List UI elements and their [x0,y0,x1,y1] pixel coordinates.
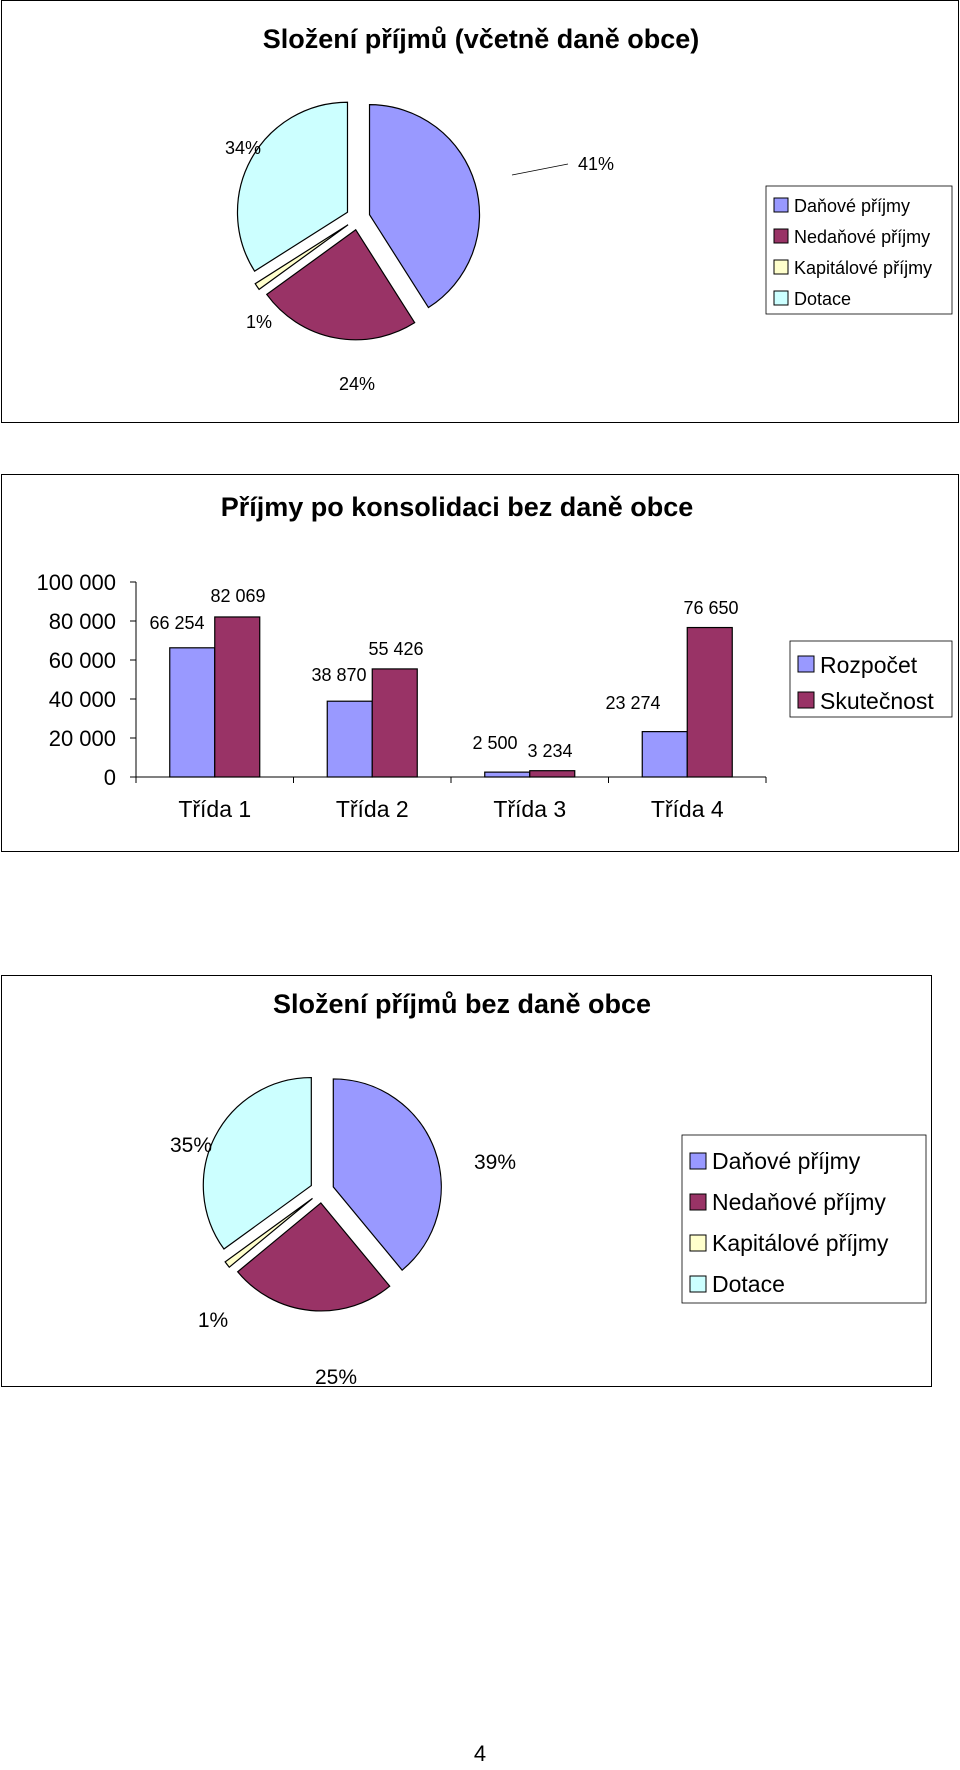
pie-slice-neda-ov-p-jmy [265,228,416,341]
legend-label: Daňové příjmy [794,196,910,216]
category-label: Třída 1 [178,796,251,822]
bar-data-label: 76 650 [683,598,738,618]
y-tick-label: 20 000 [49,726,116,751]
legend-box [681,1134,927,1304]
legend-swatch [773,197,789,213]
legend-box [765,185,953,315]
bar-data-label: 66 254 [149,613,204,633]
chart-title: Složení příjmů (včetně daně obce) [263,24,700,54]
pie-chart-panel-2: Složení příjmů bez daně obce 39% 25% 1% 35% D… [1,975,932,1389]
legend-label: Rozpočet [820,652,918,678]
bar-skutečnost-3 [529,770,576,778]
y-tick-label: 40 000 [49,687,116,712]
legend-swatch [689,1234,707,1252]
legend-label: Nedaňové příjmy [794,227,930,247]
page-number: 4 [473,1741,487,1766]
bar-data-label: 38 870 [311,665,366,685]
pie-slice-da-ov-p-jmy [368,104,481,309]
category-label: Třída 4 [651,796,724,822]
bar-rozpočet-1 [169,647,216,778]
pie-value-label: 34% [225,138,261,158]
chart-title: Složení příjmů bez daně obce [273,989,651,1019]
legend-label: Kapitálové příjmy [712,1230,889,1256]
pie-slice-kapit-lov-p-jmy [224,1197,313,1269]
bar-skutečnost-1 [214,616,261,778]
bar-rozpočet-2 [326,700,373,778]
pie-slice-dotace [236,101,349,272]
legend-swatch [773,259,789,275]
y-tick-label: 0 [104,765,116,790]
bar-data-label: 82 069 [210,586,265,606]
pie-chart-2: Složení příjmů bez daně obce 39% 25% 1% 35% D… [170,989,927,1389]
category-label: Třída 3 [493,796,566,822]
legend-swatch [797,691,815,709]
pie-slice-kapit-lov-p-jmy [254,224,349,291]
bar-skutečnost-4 [686,626,733,778]
bar-chart: Příjmy po konsolidaci bez daně obce 0 20 0… [36,492,953,822]
legend-label: Daňové příjmy [712,1148,861,1174]
y-tick-label: 80 000 [49,609,116,634]
legend-swatch [689,1193,707,1211]
pie-value-label: 35% [170,1134,212,1157]
pie-value-label: 1% [246,312,272,332]
legend-label: Kapitálové příjmy [794,258,932,278]
legend-label: Dotace [794,289,851,309]
chart-title: Příjmy po konsolidaci bez daně obce [221,492,694,522]
bar-data-label: 3 234 [527,741,572,761]
pie-value-label: 41% [578,154,614,174]
bar-rozpočet-4 [641,731,688,778]
pie-value-label: 24% [339,374,375,394]
legend-swatch [773,290,789,306]
pie-value-label: 25% [315,1366,357,1389]
y-tick-label: 60 000 [49,648,116,673]
pie-slice-dotace [202,1076,312,1250]
bar-chart-panel: Příjmy po konsolidaci bez daně obce 0 20 0… [1,474,959,852]
legend-swatch [797,655,815,673]
pie-slice-neda-ov-p-jmy [236,1202,391,1312]
legend-swatch [773,228,789,244]
legend-label: Skutečnost [820,688,934,714]
leader-line [511,163,569,176]
pie-slice-da-ov-p-jmy [332,1078,442,1271]
legend-label: Nedaňové příjmy [712,1189,886,1215]
legend-label: Dotace [712,1271,785,1297]
pie-value-label: 1% [198,1309,228,1332]
y-tick-label: 100 000 [36,570,116,595]
legend-swatch [689,1152,707,1170]
pie-value-label: 39% [474,1151,516,1174]
bar-data-label: 2 500 [472,733,517,753]
legend-box [789,640,953,718]
category-label: Třída 2 [336,796,409,822]
bar-skutečnost-2 [371,668,418,778]
bar-data-label: 55 426 [368,639,423,659]
pie-chart-panel-1: Složení příjmů (včetně daně obce) 41% 24% 1… [1,0,959,423]
pie-chart-1: Složení příjmů (včetně daně obce) 41% 24% 1… [225,24,953,394]
bar-rozpočet-3 [484,771,531,778]
legend-swatch [689,1275,707,1293]
bar-data-label: 23 274 [605,693,660,713]
